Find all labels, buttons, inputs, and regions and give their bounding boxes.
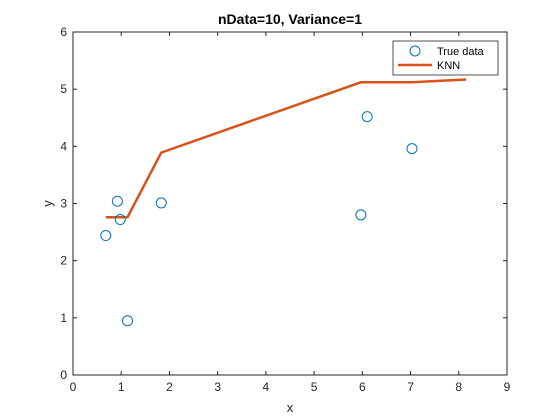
x-tick-label: 5 [311, 380, 318, 394]
data-point [361, 111, 373, 123]
axes-layer: 0 1 2 3 4 5 6 7 8 9 0 1 2 3 4 5 6 [60, 25, 510, 394]
plot-area [72, 31, 508, 376]
x-tick-label: 6 [359, 380, 366, 394]
x-tick-label: 2 [166, 380, 173, 394]
series-layer [100, 43, 472, 327]
y-tick-label: 6 [60, 25, 67, 39]
data-point [100, 230, 112, 242]
y-tick-label: 0 [60, 368, 67, 382]
data-point [406, 143, 418, 155]
y-tick-label: 2 [60, 254, 67, 268]
chart-title: nData=10, Variance=1 [218, 11, 362, 27]
data-point [114, 214, 126, 226]
legend-box [392, 40, 499, 76]
y-tick-label: 1 [60, 311, 67, 325]
x-tick-label: 0 [70, 380, 77, 394]
x-tick-label: 9 [504, 380, 511, 394]
data-point [121, 315, 133, 327]
x-tick-label: 8 [455, 380, 462, 394]
knn-line [105, 78, 467, 219]
legend: True data KNN [392, 40, 499, 76]
data-point [155, 197, 167, 209]
x-tick-label: 3 [214, 380, 221, 394]
legend-label: KNN [437, 60, 460, 72]
plot-box [72, 31, 508, 376]
x-tick-label: 4 [263, 380, 270, 394]
legend-marker-true-data [409, 45, 421, 57]
y-tick-label: 5 [60, 82, 67, 96]
y-axis-label: y [40, 200, 55, 207]
x-axis-label: x [287, 400, 294, 415]
x-tick-label: 7 [407, 380, 414, 394]
data-point [111, 195, 123, 207]
y-tick-label: 4 [60, 139, 67, 153]
legend-label: True data [437, 46, 485, 58]
data-point [355, 209, 367, 221]
x-tick-label: 1 [118, 380, 125, 394]
y-tick-label: 3 [60, 197, 67, 211]
